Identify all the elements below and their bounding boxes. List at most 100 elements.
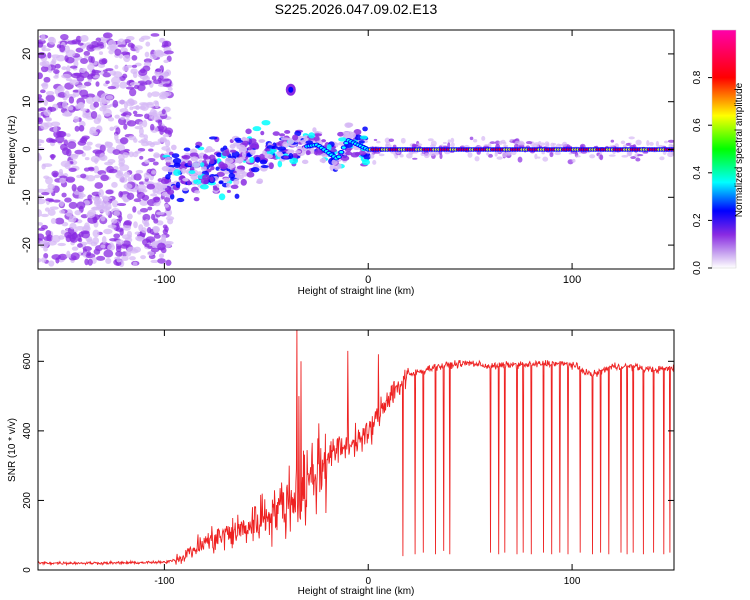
heatmap-blob — [76, 74, 85, 82]
colorbar-tick-label: 0.8 — [692, 70, 703, 84]
heatmap-blob — [64, 231, 72, 239]
heatmap-blob — [59, 177, 66, 184]
heatmap-blob — [319, 158, 327, 163]
heatmap-blob — [59, 175, 68, 179]
heatmap-blob — [248, 138, 257, 144]
heatmap-blob — [132, 206, 137, 213]
heatmap-blob — [155, 50, 165, 58]
spectrogram-xtick-label: 0 — [365, 274, 371, 286]
heatmap-blob — [488, 153, 493, 158]
heatmap-blob — [525, 140, 533, 145]
heatmap-blob — [340, 155, 350, 161]
heatmap-blob — [229, 144, 236, 149]
heatmap-blob — [218, 193, 226, 201]
heatmap-blob — [190, 173, 199, 181]
heatmap-blob — [245, 128, 252, 135]
heatmap-blob — [83, 50, 91, 56]
heatmap-blob — [127, 176, 132, 183]
heatmap-blob — [132, 110, 138, 115]
heatmap-blob — [152, 161, 159, 166]
heatmap-blob — [59, 209, 66, 214]
heatmap-blob — [107, 224, 117, 229]
heatmap-blob — [233, 178, 240, 186]
heatmap-blob — [277, 152, 282, 158]
heatmap-blob — [38, 143, 42, 147]
heatmap-blob — [141, 227, 147, 234]
heatmap-blob — [115, 261, 122, 266]
heatmap-blob — [61, 73, 72, 79]
heatmap-blob — [123, 171, 131, 178]
heatmap-blob — [102, 69, 108, 73]
heatmap-blob — [105, 80, 110, 84]
heatmap-blob — [66, 250, 71, 259]
heatmap-blob — [78, 195, 84, 200]
heatmap-blob — [182, 155, 191, 160]
colorbar-tick-label: 0.2 — [692, 213, 703, 227]
heatmap-blob — [71, 183, 77, 192]
heatmap-blob — [226, 189, 231, 193]
heatmap-blob — [129, 88, 137, 97]
heatmap-blob — [173, 169, 181, 177]
heatmap-blob — [134, 231, 141, 235]
heatmap-blob — [69, 222, 77, 230]
heatmap-blob — [147, 206, 153, 211]
heatmap-blob — [671, 153, 674, 156]
heatmap-blob — [41, 48, 51, 52]
heatmap-blob — [38, 72, 43, 80]
heatmap-blob — [330, 148, 337, 153]
heatmap-blob — [224, 157, 234, 164]
heatmap-blob — [162, 133, 170, 138]
heatmap-blob — [60, 33, 69, 41]
heatmap-blob — [76, 84, 87, 89]
heatmap-blob — [90, 131, 99, 136]
heatmap-blob — [70, 238, 78, 243]
heatmap-blob — [301, 159, 309, 165]
heatmap-blob — [163, 59, 169, 64]
heatmap-blob — [148, 148, 154, 152]
heatmap-blob — [128, 256, 136, 261]
snr-xtick-label: 0 — [365, 576, 371, 587]
heatmap-blob — [88, 55, 93, 63]
heatmap-blob — [51, 254, 61, 260]
heatmap-blob — [277, 160, 283, 168]
heatmap-blob — [153, 196, 161, 203]
heatmap-blob — [64, 45, 70, 54]
heatmap-blob — [46, 91, 55, 96]
heatmap-blob — [411, 143, 417, 149]
heatmap-blob — [71, 246, 79, 251]
heatmap-blob — [118, 158, 126, 165]
heatmap-blob — [69, 79, 79, 86]
heatmap-blob — [137, 148, 146, 152]
heatmap-blob — [48, 260, 55, 267]
heatmap-blob — [45, 94, 55, 102]
heatmap-blob — [129, 99, 138, 106]
heatmap-blob — [241, 140, 250, 146]
heatmap-blob — [90, 196, 100, 200]
heatmap-blob — [61, 66, 68, 71]
heatmap-blob — [228, 173, 236, 179]
heatmap-blob — [200, 165, 207, 172]
snr-ytick-label: 200 — [22, 492, 33, 509]
heatmap-blob — [494, 151, 498, 157]
heatmap-blob — [86, 44, 96, 52]
heatmap-blob — [57, 92, 67, 98]
heatmap-blob — [423, 152, 430, 159]
heatmap-blob — [284, 130, 291, 134]
heatmap-blob — [292, 154, 298, 159]
heatmap-blob — [344, 122, 353, 128]
heatmap-blob — [68, 215, 77, 223]
heatmap-blob — [101, 236, 107, 244]
heatmap-blob — [620, 140, 626, 145]
heatmap-blob — [127, 246, 137, 252]
heatmap-blob — [43, 99, 48, 106]
heatmap-blob — [41, 192, 50, 196]
heatmap-blob — [268, 162, 274, 170]
heatmap-blob — [66, 133, 71, 138]
spectrogram-marks — [38, 32, 674, 268]
heatmap-blob — [621, 154, 629, 158]
heatmap-blob — [84, 55, 90, 59]
heatmap-blob — [550, 142, 555, 148]
heatmap-blob — [114, 64, 119, 70]
heatmap-blob — [44, 117, 53, 122]
heatmap-blob — [305, 140, 314, 145]
